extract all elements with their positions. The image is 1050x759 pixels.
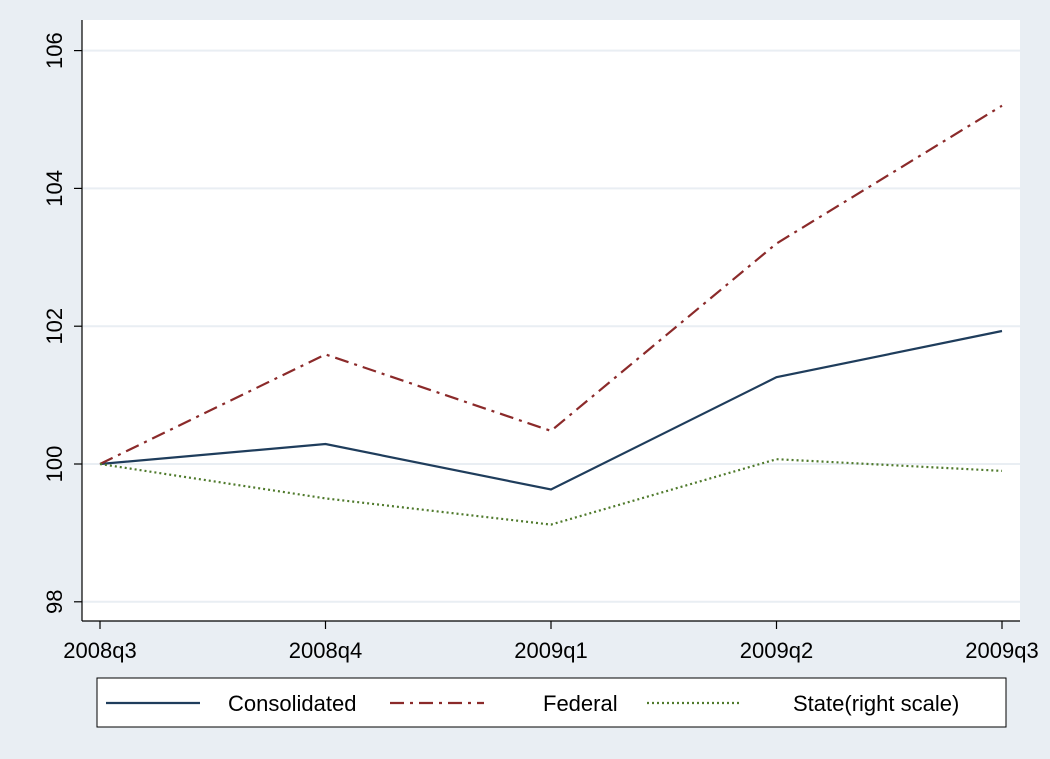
legend-label: Federal <box>543 691 618 716</box>
gridlines <box>82 49 1020 603</box>
x-axis-ticks: 2008q3 2008q4 2009q1 2009q2 2009q3 <box>63 621 1039 663</box>
x-tick-label: 2009q2 <box>740 638 813 663</box>
series-lines <box>99 104 1003 526</box>
y-tick-label: 106 <box>42 32 67 69</box>
series-line-2 <box>99 104 1003 465</box>
x-tick-label: 2008q4 <box>289 638 362 663</box>
legend-box <box>96 677 1007 728</box>
x-tick-label: 2008q3 <box>63 638 136 663</box>
legend: Consolidated Federal State(right scale) <box>96 677 1007 728</box>
y-tick-label: 98 <box>42 590 67 614</box>
y-axis-ticks: 98 100 102 104 106 <box>42 32 82 614</box>
x-tick-label: 2009q1 <box>514 638 587 663</box>
y-tick-label: 102 <box>42 308 67 345</box>
x-tick-label: 2009q3 <box>965 638 1038 663</box>
plot-area <box>82 20 1020 621</box>
legend-label: Consolidated <box>228 691 356 716</box>
series-line-3 <box>99 458 1003 526</box>
y-tick-label: 104 <box>42 170 67 207</box>
y-tick-label: 100 <box>42 446 67 483</box>
legend-label: State(right scale) <box>793 691 959 716</box>
